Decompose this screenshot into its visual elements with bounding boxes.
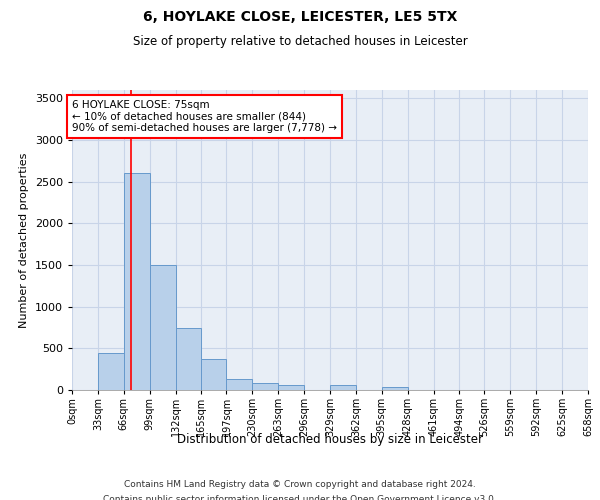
Bar	[226, 379, 253, 390]
Bar	[330, 385, 356, 390]
Bar	[176, 328, 202, 390]
Text: Contains public sector information licensed under the Open Government Licence v3: Contains public sector information licen…	[103, 495, 497, 500]
Text: Distribution of detached houses by size in Leicester: Distribution of detached houses by size …	[177, 432, 483, 446]
Text: Size of property relative to detached houses in Leicester: Size of property relative to detached ho…	[133, 35, 467, 48]
Bar	[202, 359, 226, 390]
Bar	[149, 265, 176, 390]
Text: 6 HOYLAKE CLOSE: 75sqm
← 10% of detached houses are smaller (844)
90% of semi-de: 6 HOYLAKE CLOSE: 75sqm ← 10% of detached…	[72, 100, 337, 133]
Bar	[98, 352, 124, 390]
Bar	[278, 385, 304, 390]
Bar	[253, 384, 278, 390]
Text: Contains HM Land Registry data © Crown copyright and database right 2024.: Contains HM Land Registry data © Crown c…	[124, 480, 476, 489]
Text: 6, HOYLAKE CLOSE, LEICESTER, LE5 5TX: 6, HOYLAKE CLOSE, LEICESTER, LE5 5TX	[143, 10, 457, 24]
Bar	[382, 386, 407, 390]
Y-axis label: Number of detached properties: Number of detached properties	[19, 152, 29, 328]
Bar	[124, 174, 149, 390]
